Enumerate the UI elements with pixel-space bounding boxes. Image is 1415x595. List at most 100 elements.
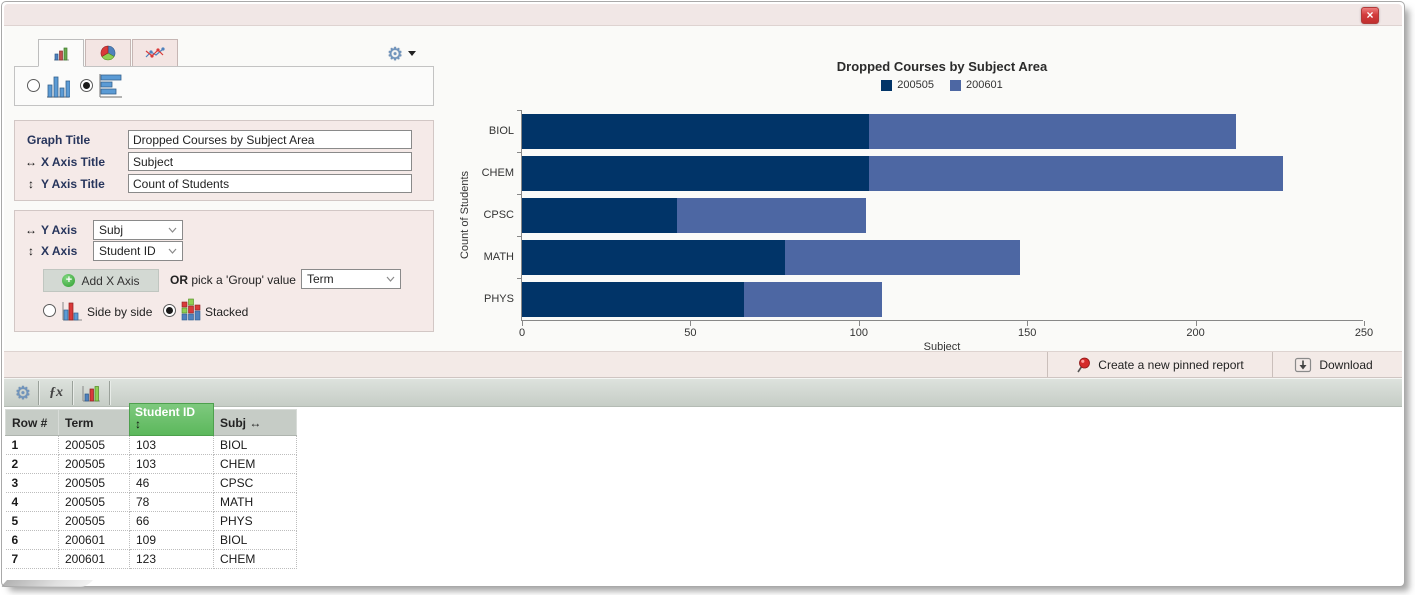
- formula-button[interactable]: ƒx: [42, 381, 70, 405]
- column-header-label: Student ID: [135, 405, 195, 419]
- gear-icon: ⚙: [387, 44, 404, 64]
- y-axis-tick: [517, 236, 522, 237]
- download-label: Download: [1319, 357, 1373, 372]
- add-x-axis-button[interactable]: + Add X Axis: [43, 269, 159, 292]
- column-header-student-id[interactable]: Student ID ↕: [129, 403, 214, 436]
- graph-title-label: Graph Title: [27, 133, 91, 147]
- bar-segment-BIOL-200601: [868, 114, 1236, 149]
- group-prompt: OR pick a 'Group' value: [170, 273, 296, 287]
- table-cell: 103: [129, 435, 214, 455]
- close-icon[interactable]: ×: [1361, 7, 1379, 24]
- graph-title-input[interactable]: [128, 130, 412, 149]
- bar-segment-PHYS-200601: [744, 282, 883, 317]
- tab-bar-chart[interactable]: [38, 39, 84, 67]
- column-header-label: Subj: [220, 415, 250, 430]
- table-cell: 1: [5, 435, 59, 455]
- table-cell: CHEM: [213, 549, 297, 569]
- table-row: 2 200505 103 CHEM: [5, 454, 297, 474]
- add-x-axis-label: Add X Axis: [81, 273, 140, 288]
- table-cell: 200505: [58, 435, 130, 455]
- table-cell: 4: [5, 492, 59, 512]
- table-cell: 6: [5, 530, 59, 550]
- x-axis-tick-label: 200: [1186, 327, 1205, 339]
- table-cell: 200505: [58, 492, 130, 512]
- table-cell: 46: [129, 473, 214, 493]
- titles-panel: Graph Title ↔ X Axis Title ↕ Y Axis Titl…: [14, 120, 434, 201]
- table-cell: 200601: [58, 530, 130, 550]
- column-header-row-[interactable]: Row #: [5, 409, 59, 436]
- chart-settings-menu[interactable]: ⚙: [387, 44, 427, 68]
- table-row: 5 200505 66 PHYS: [5, 511, 297, 531]
- bar-segment-MATH-200505: [522, 240, 785, 275]
- highlighted-column-header[interactable]: Student ID ↕: [129, 403, 214, 436]
- x-axis-arrow-icon: ↔: [25, 155, 37, 169]
- x-axis-title-label: X Axis Title: [41, 155, 106, 169]
- table-cell: 2: [5, 454, 59, 474]
- gear-icon: ⚙: [14, 382, 32, 403]
- table-cell: 103: [129, 454, 214, 474]
- bar-segment-MATH-200601: [784, 240, 1021, 275]
- table-settings-button[interactable]: ⚙: [10, 381, 36, 405]
- legend-item: 200601: [950, 79, 1003, 91]
- vertical-bars-icon: [47, 76, 70, 98]
- category-label: BIOL: [488, 124, 514, 137]
- table-toolbar: ⚙ ƒx: [4, 378, 1402, 407]
- create-pinned-report-button[interactable]: Create a new pinned report: [1047, 352, 1272, 377]
- chevron-down-icon: [168, 248, 177, 254]
- group-select[interactable]: Term: [301, 269, 401, 289]
- chart-plot-area: BIOL CHEM CPSC MATH PHYS 0 50 100 150 200 250: [482, 110, 1373, 339]
- show-chart-button[interactable]: [76, 381, 106, 405]
- sort-leftright-icon[interactable]: ↔: [249, 415, 262, 430]
- x-axis-tick: [690, 321, 692, 326]
- side-by-side-radio[interactable]: [43, 304, 56, 317]
- x-axis-select-value: Student ID: [99, 244, 156, 258]
- x-axis-title-input[interactable]: [128, 152, 412, 171]
- y-axis-map-arrow-icon: ↔: [25, 223, 37, 237]
- bar-segment-CHEM-200505: [522, 156, 869, 191]
- download-icon: [1295, 357, 1312, 372]
- table-row: 7 200601 123 CHEM: [5, 549, 297, 569]
- category-label: CPSC: [483, 208, 514, 221]
- download-button[interactable]: Download: [1272, 352, 1394, 377]
- pushpin-icon: [1077, 357, 1091, 372]
- pie-chart-icon: [100, 45, 116, 61]
- tab-scatter-chart[interactable]: [132, 39, 178, 67]
- legend-label: 200601: [966, 79, 1003, 91]
- x-axis-select[interactable]: Student ID: [93, 241, 183, 261]
- x-axis-tick-label: 250: [1354, 327, 1374, 339]
- y-axis-title-input[interactable]: [128, 174, 412, 193]
- legend-swatch: [950, 79, 961, 91]
- y-axis-select[interactable]: Subj: [93, 220, 183, 240]
- stacked-radio[interactable]: [163, 304, 176, 317]
- bar-segment-BIOL-200505: [522, 114, 869, 149]
- column-header-term[interactable]: Term: [58, 409, 130, 436]
- column-header-label: Term: [65, 415, 94, 430]
- side-by-side-label: Side by side: [87, 305, 153, 319]
- column-header-subj[interactable]: Subj ↔: [213, 409, 297, 436]
- table-row: 3 200505 46 CPSC: [5, 473, 297, 493]
- tab-pie-chart[interactable]: [85, 39, 131, 67]
- vertical-bars-radio[interactable]: [27, 79, 40, 92]
- toolbar-divider: [72, 381, 73, 405]
- table-cell: PHYS: [213, 511, 297, 531]
- table-cell: 109: [129, 530, 214, 550]
- x-axis-tick: [1195, 321, 1197, 326]
- category-label: MATH: [483, 250, 514, 263]
- axis-mapping-panel: ↔ Y Axis Subj ↕ X Axis Student ID + Add …: [14, 210, 434, 332]
- sort-updown-icon[interactable]: ↕: [135, 417, 141, 431]
- y-axis-tick: [517, 194, 522, 195]
- y-axis-title-label: Y Axis Title: [41, 177, 105, 191]
- toolbar-divider: [38, 381, 39, 405]
- plus-icon: +: [62, 274, 76, 287]
- report-window: ×: [0, 1, 1405, 587]
- y-axis-tick: [517, 278, 522, 279]
- y-axis-tick: [517, 152, 522, 153]
- scatter-chart-icon: [145, 47, 165, 58]
- table-cell: 200505: [58, 473, 130, 493]
- results-table: Row # Term Student ID ↕ Subj ↔ 1 200505 103 BIO…: [5, 403, 297, 569]
- horizontal-bars-radio[interactable]: [80, 79, 93, 92]
- legend-item: 200505: [881, 79, 934, 91]
- group-select-value: Term: [307, 272, 334, 286]
- bar-segment-PHYS-200505: [522, 282, 745, 317]
- table-cell: CHEM: [213, 454, 297, 474]
